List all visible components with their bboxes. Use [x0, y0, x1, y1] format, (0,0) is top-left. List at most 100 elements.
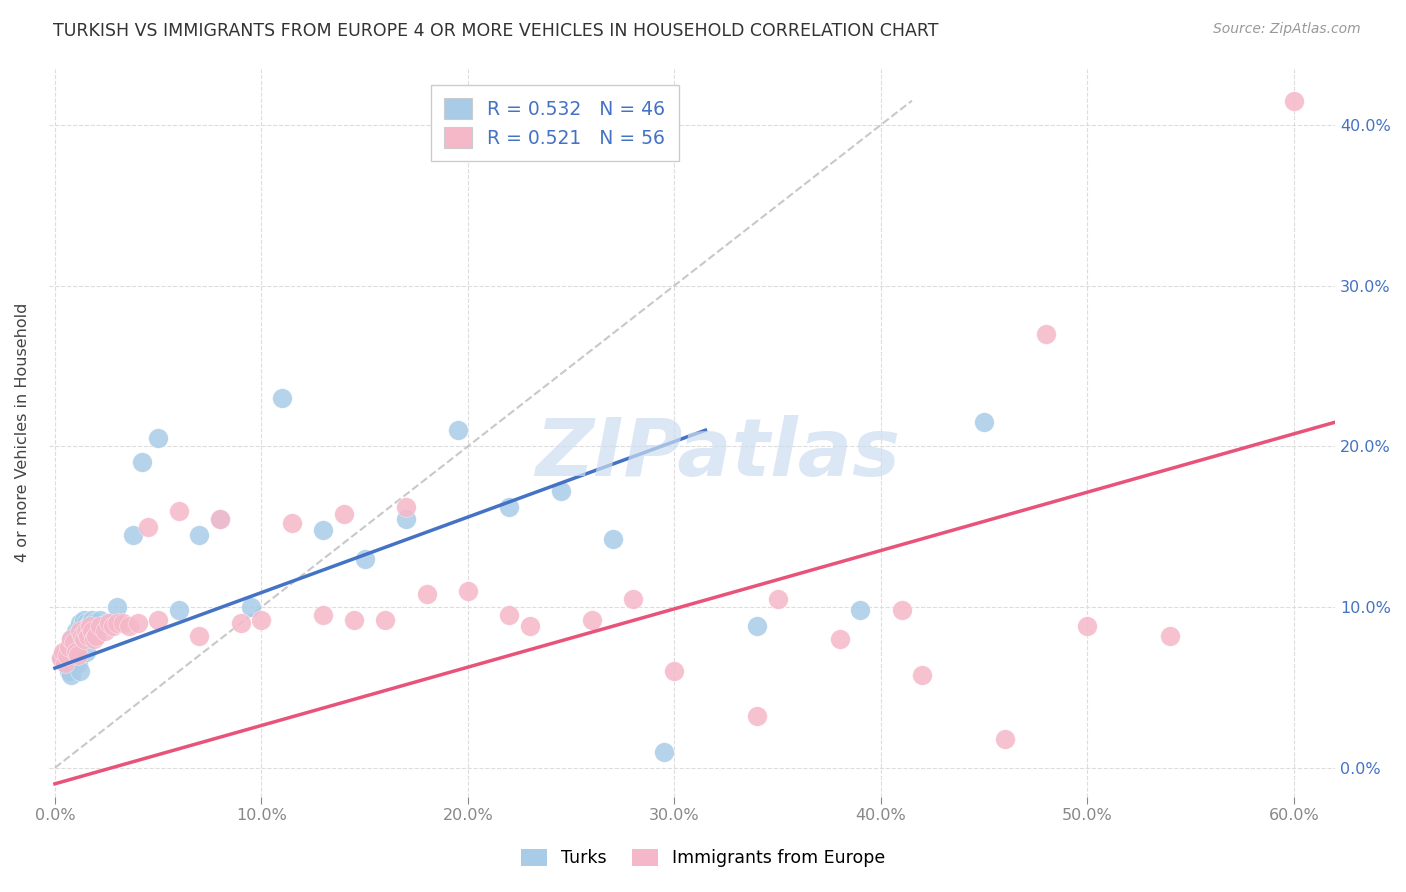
Point	[58, 640, 80, 655]
Point	[229, 616, 252, 631]
Point	[1076, 619, 1098, 633]
Point	[77, 619, 100, 633]
Point	[75, 616, 97, 631]
Point	[60, 632, 83, 647]
Point	[745, 709, 768, 723]
Point	[89, 613, 111, 627]
Point	[101, 619, 124, 633]
Point	[621, 591, 644, 606]
Point	[52, 645, 75, 659]
Point	[911, 667, 934, 681]
Point	[69, 616, 91, 631]
Point	[209, 511, 232, 525]
Point	[148, 613, 170, 627]
Point	[1035, 326, 1057, 341]
Point	[112, 616, 135, 631]
Point	[1282, 94, 1305, 108]
Point	[148, 431, 170, 445]
Point	[56, 657, 79, 671]
Point	[209, 511, 232, 525]
Point	[343, 613, 366, 627]
Point	[127, 616, 149, 631]
Legend: R = 0.532   N = 46, R = 0.521   N = 56: R = 0.532 N = 46, R = 0.521 N = 56	[432, 85, 679, 161]
Point	[498, 500, 520, 515]
Point	[69, 624, 91, 639]
Point	[84, 619, 107, 633]
Point	[188, 527, 211, 541]
Point	[60, 667, 83, 681]
Point	[49, 651, 72, 665]
Text: TURKISH VS IMMIGRANTS FROM EUROPE 4 OR MORE VEHICLES IN HOUSEHOLD CORRELATION CH: TURKISH VS IMMIGRANTS FROM EUROPE 4 OR M…	[53, 22, 939, 40]
Point	[131, 455, 153, 469]
Point	[75, 645, 97, 659]
Point	[79, 616, 101, 631]
Point	[93, 624, 115, 639]
Text: Source: ZipAtlas.com: Source: ZipAtlas.com	[1213, 22, 1361, 37]
Point	[374, 613, 396, 627]
Point	[73, 613, 96, 627]
Point	[96, 616, 118, 631]
Point	[1159, 629, 1181, 643]
Point	[101, 616, 124, 631]
Point	[167, 503, 190, 517]
Point	[52, 648, 75, 663]
Point	[519, 619, 541, 633]
Point	[84, 629, 107, 643]
Point	[664, 665, 686, 679]
Point	[105, 599, 128, 614]
Point	[62, 637, 84, 651]
Point	[118, 619, 141, 633]
Point	[73, 632, 96, 647]
Point	[105, 616, 128, 631]
Point	[550, 484, 572, 499]
Point	[97, 616, 120, 631]
Point	[250, 613, 273, 627]
Point	[70, 629, 93, 643]
Y-axis label: 4 or more Vehicles in Household: 4 or more Vehicles in Household	[15, 303, 30, 562]
Point	[446, 423, 468, 437]
Point	[602, 533, 624, 547]
Point	[188, 629, 211, 643]
Point	[60, 632, 83, 647]
Point	[65, 648, 87, 663]
Point	[271, 391, 294, 405]
Point	[56, 648, 79, 663]
Point	[395, 511, 418, 525]
Point	[122, 527, 145, 541]
Point	[83, 616, 105, 631]
Point	[83, 632, 105, 647]
Point	[75, 624, 97, 639]
Point	[53, 657, 76, 671]
Point	[53, 645, 76, 659]
Point	[58, 640, 80, 655]
Point	[89, 619, 111, 633]
Point	[745, 619, 768, 633]
Point	[890, 603, 912, 617]
Point	[240, 599, 263, 614]
Point	[652, 745, 675, 759]
Point	[312, 523, 335, 537]
Point	[66, 657, 89, 671]
Point	[395, 500, 418, 515]
Point	[498, 608, 520, 623]
Legend: Turks, Immigrants from Europe: Turks, Immigrants from Europe	[513, 842, 893, 874]
Point	[973, 415, 995, 429]
Point	[312, 608, 335, 623]
Point	[65, 645, 87, 659]
Point	[766, 591, 789, 606]
Point	[69, 665, 91, 679]
Point	[457, 583, 479, 598]
Point	[77, 629, 100, 643]
Point	[353, 551, 375, 566]
Point	[49, 651, 72, 665]
Text: ZIPatlas: ZIPatlas	[536, 416, 900, 493]
Point	[82, 613, 104, 627]
Point	[849, 603, 872, 617]
Point	[994, 731, 1017, 746]
Point	[65, 624, 87, 639]
Point	[281, 516, 304, 531]
Point	[828, 632, 851, 647]
Point	[79, 619, 101, 633]
Point	[415, 587, 437, 601]
Point	[70, 619, 93, 633]
